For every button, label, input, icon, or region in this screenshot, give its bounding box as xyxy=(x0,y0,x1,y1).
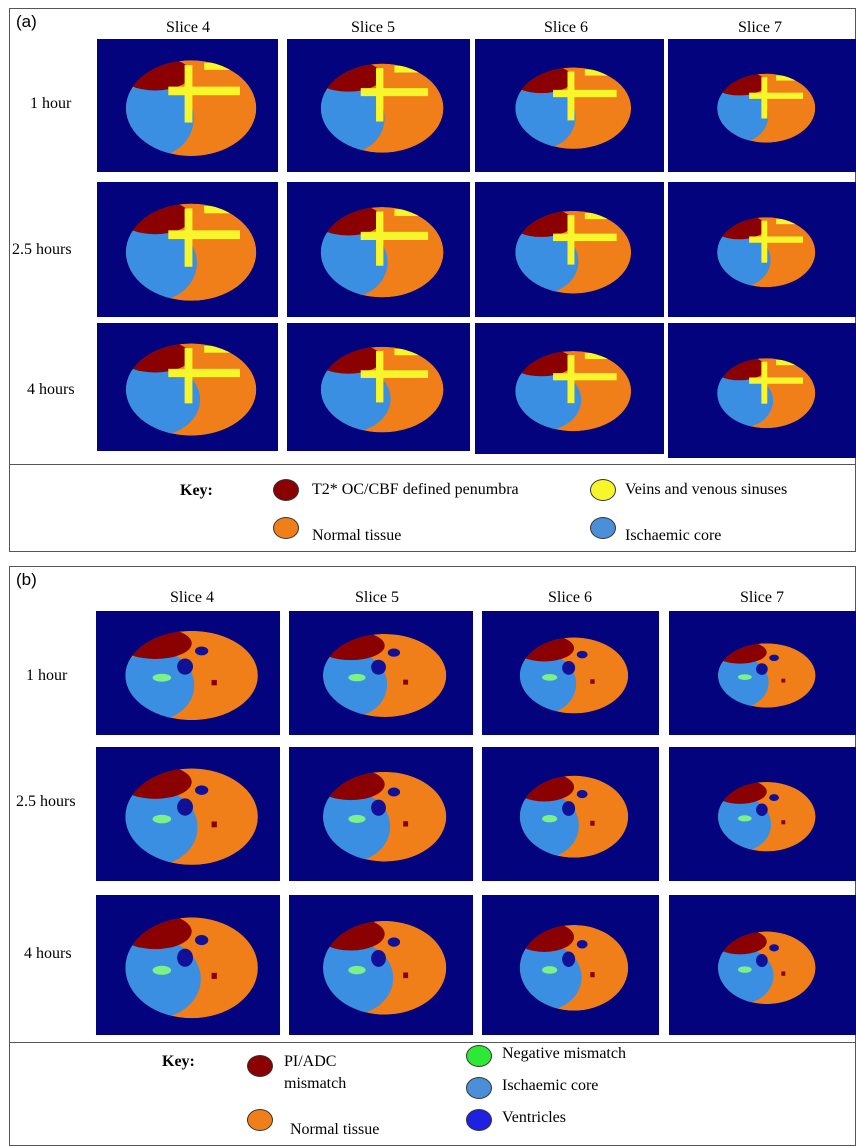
legend-swatch-normal xyxy=(247,1109,273,1131)
row-label-2-5-hours: 2.5 hours xyxy=(16,793,76,810)
key-title-b: Key: xyxy=(162,1053,195,1070)
legend-swatch-mismatch xyxy=(247,1055,273,1077)
legend-label-veins: Veins and venous sinuses xyxy=(625,481,788,498)
brain-map xyxy=(125,203,257,301)
brain-slice-image xyxy=(289,747,473,881)
brain-map xyxy=(718,643,816,708)
brain-map xyxy=(519,637,629,714)
brain-map xyxy=(323,920,447,1015)
brain-map xyxy=(717,217,816,288)
legend-label-mismatch-line1: PI/ADC xyxy=(284,1053,337,1070)
column-label-slice-4: Slice 4 xyxy=(166,19,210,36)
key-title-a: Key: xyxy=(180,482,213,499)
panel-b: (b) Slice 4 Slice 5 Slice 6 Slice 7 1 ho… xyxy=(9,566,856,1146)
brain-map xyxy=(323,633,447,717)
column-label-slice-5: Slice 5 xyxy=(351,19,395,36)
brain-map xyxy=(320,207,444,298)
legend-label-penumbra: T2* OC/CBF defined penumbra xyxy=(312,481,519,498)
brain-slice-image xyxy=(97,323,278,451)
row-label-4-hours: 4 hours xyxy=(27,381,75,398)
brain-slice-image xyxy=(669,747,856,881)
legend-label-normal: Normal tissue xyxy=(290,1121,380,1138)
row-label-1-hour: 1 hour xyxy=(26,667,68,684)
column-label-slice-6: Slice 6 xyxy=(544,19,588,36)
brain-map xyxy=(125,768,258,865)
brain-map xyxy=(320,63,444,153)
brain-slice-image xyxy=(482,747,659,881)
brain-slice-image xyxy=(96,895,280,1035)
panel-b-letter: (b) xyxy=(16,570,37,589)
brain-slice-image xyxy=(669,611,856,735)
brain-slice-image xyxy=(475,323,664,454)
brain-slice-image xyxy=(96,747,280,881)
brain-map xyxy=(519,924,629,1011)
panel-a-letter: (a) xyxy=(16,12,37,31)
column-label-slice-7: Slice 7 xyxy=(738,19,782,36)
brain-slice-image xyxy=(287,182,470,317)
brain-slice-image xyxy=(482,895,659,1035)
brain-map xyxy=(519,775,629,858)
panel-a: (a) Slice 4 Slice 5 Slice 6 Slice 7 1 ho… xyxy=(9,8,856,552)
legend-swatch-negative xyxy=(466,1045,492,1067)
legend-label-core: Ischaemic core xyxy=(502,1077,599,1094)
legend-swatch-penumbra xyxy=(273,479,299,501)
legend-label-normal: Normal tissue xyxy=(312,527,402,544)
brain-map xyxy=(717,73,816,143)
brain-map xyxy=(515,351,632,432)
brain-map xyxy=(125,917,258,1019)
column-label-slice-5: Slice 5 xyxy=(355,589,399,606)
brain-map xyxy=(323,771,447,862)
brain-map xyxy=(125,343,257,436)
brain-slice-image xyxy=(668,39,856,172)
brain-slice-image xyxy=(668,182,856,317)
brain-map xyxy=(125,60,257,157)
brain-slice-image xyxy=(289,895,473,1035)
legend-label-ventricles: Ventricles xyxy=(502,1109,566,1126)
row-label-4-hours: 4 hours xyxy=(24,945,72,962)
legend-swatch-normal xyxy=(273,517,299,539)
column-label-slice-6: Slice 6 xyxy=(548,589,592,606)
brain-map xyxy=(718,781,816,852)
legend-swatch-core xyxy=(466,1077,492,1099)
brain-slice-image xyxy=(475,39,664,172)
brain-slice-image xyxy=(97,39,278,172)
brain-slice-image xyxy=(96,611,280,735)
legend-label-core: Ischaemic core xyxy=(625,527,722,544)
legend-label-negative: Negative mismatch xyxy=(502,1045,626,1062)
brain-map xyxy=(515,210,632,294)
legend-swatch-veins xyxy=(590,479,616,501)
brain-slice-image xyxy=(289,611,473,735)
brain-slice-image xyxy=(287,323,470,451)
brain-map xyxy=(125,630,258,721)
column-label-slice-7: Slice 7 xyxy=(740,589,784,606)
brain-slice-image xyxy=(482,611,659,735)
legend-swatch-ventricles xyxy=(466,1109,492,1131)
brain-slice-image xyxy=(668,323,856,458)
brain-slice-image xyxy=(669,895,856,1035)
legend-label-mismatch-line2: mismatch xyxy=(284,1075,347,1092)
brain-slice-image xyxy=(475,182,664,317)
brain-slice-image xyxy=(97,182,278,317)
brain-map xyxy=(718,931,816,1005)
column-label-slice-4: Slice 4 xyxy=(170,589,214,606)
brain-map xyxy=(717,358,816,429)
brain-map xyxy=(515,67,632,149)
key-divider-b xyxy=(10,1042,855,1043)
legend-swatch-core xyxy=(590,517,616,539)
brain-map xyxy=(320,346,444,433)
brain-slice-image xyxy=(287,39,470,172)
row-label-2-5-hours: 2.5 hours xyxy=(12,241,72,258)
key-divider-a xyxy=(10,464,855,465)
row-label-1-hour: 1 hour xyxy=(30,95,72,112)
